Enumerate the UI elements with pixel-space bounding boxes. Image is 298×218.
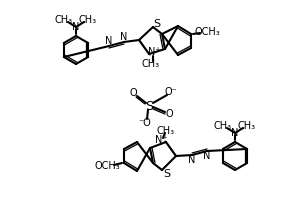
Text: N: N	[188, 155, 196, 165]
Text: CH₃: CH₃	[55, 15, 73, 25]
Text: O: O	[165, 109, 173, 119]
Text: N: N	[105, 36, 113, 46]
Text: S: S	[163, 169, 170, 179]
Text: OCH₃: OCH₃	[94, 161, 120, 171]
Text: N⁺: N⁺	[148, 47, 160, 57]
Text: N: N	[120, 32, 128, 42]
Text: CH₃: CH₃	[238, 121, 256, 131]
Text: O⁻: O⁻	[164, 87, 177, 97]
Text: CH₃: CH₃	[142, 59, 160, 69]
Text: CH₃: CH₃	[157, 126, 175, 136]
Text: N⁺: N⁺	[155, 135, 167, 145]
Text: O: O	[129, 88, 137, 98]
Text: S: S	[145, 99, 153, 112]
Text: S: S	[153, 19, 161, 29]
Text: CH₃: CH₃	[79, 15, 97, 25]
Text: CH₃: CH₃	[214, 121, 232, 131]
Text: ⁻O: ⁻O	[139, 118, 151, 128]
Text: N: N	[231, 128, 239, 138]
Text: N: N	[203, 151, 211, 161]
Text: OCH₃: OCH₃	[194, 27, 220, 37]
Text: N: N	[72, 22, 80, 32]
